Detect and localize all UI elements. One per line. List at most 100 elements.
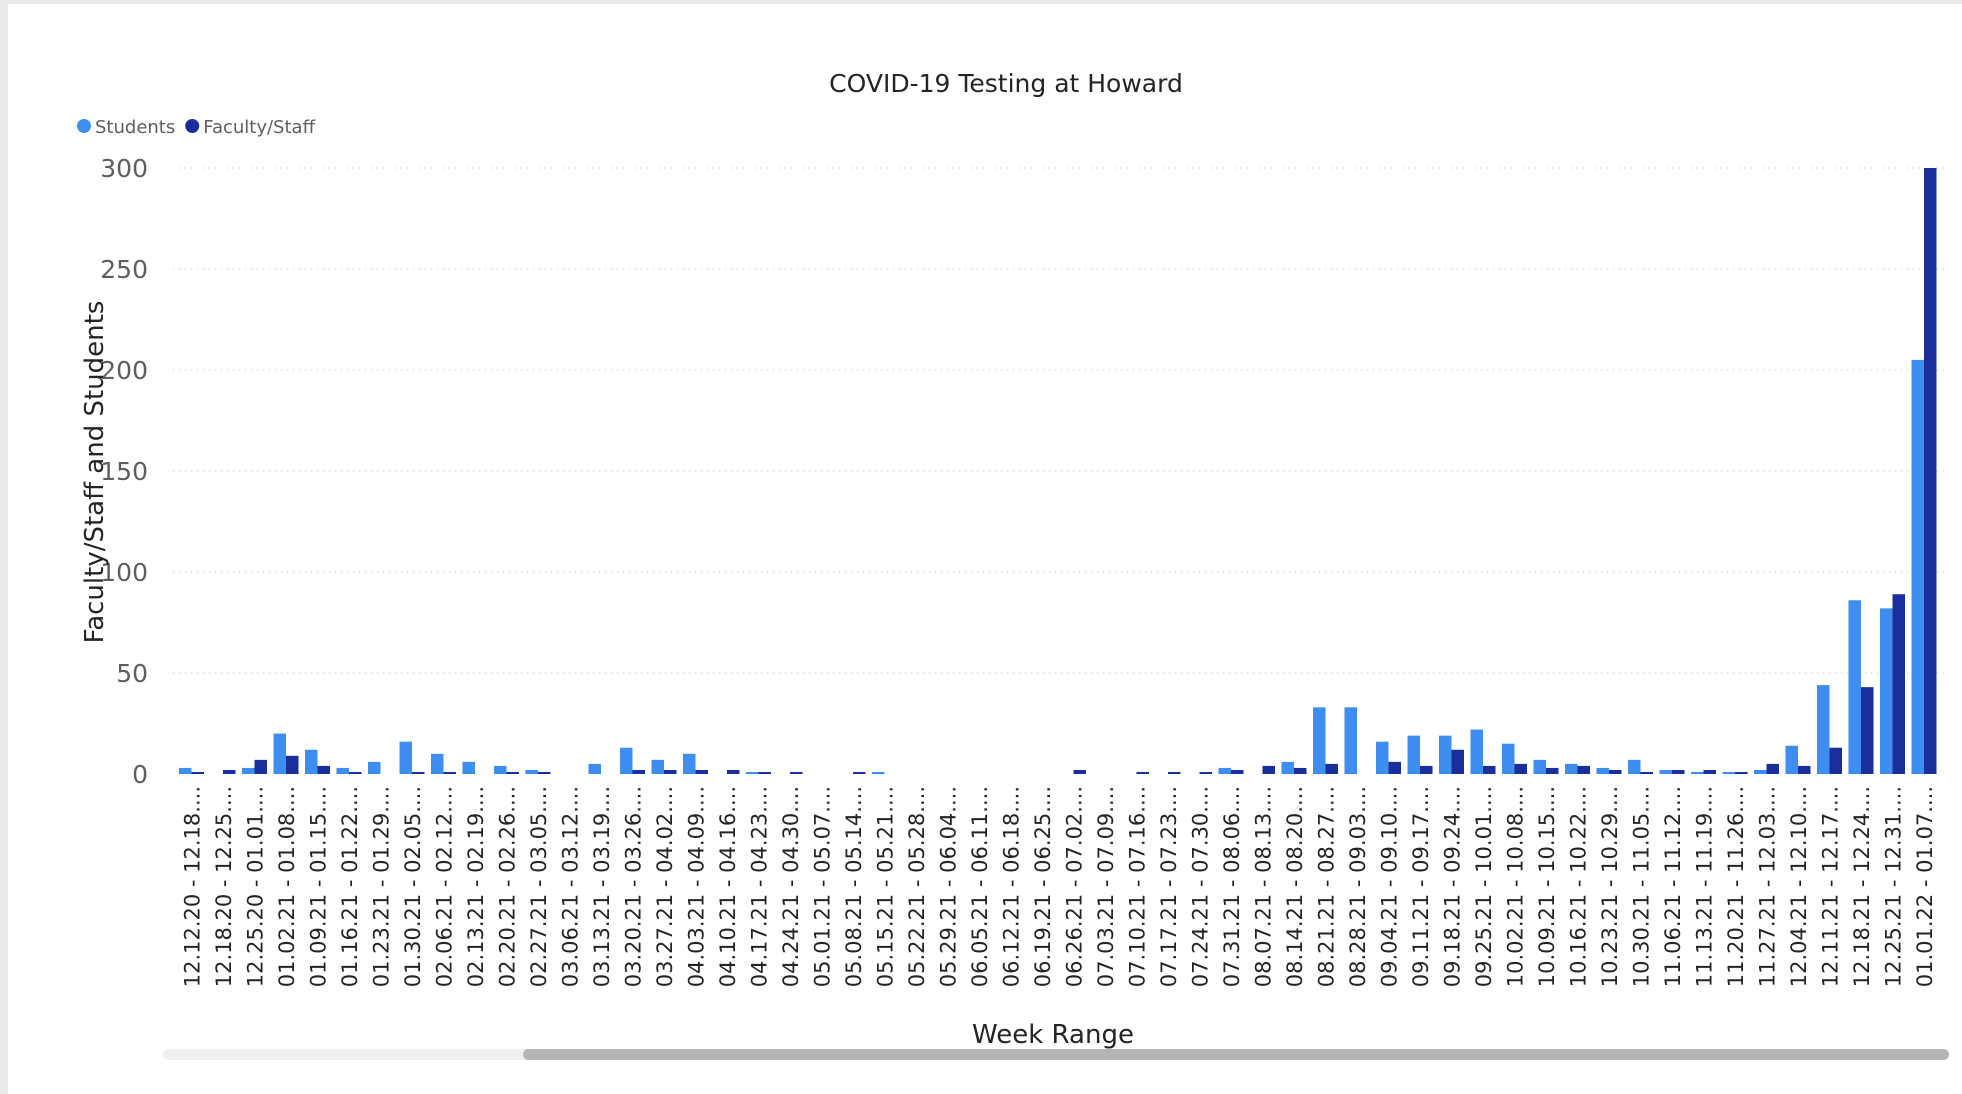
bar-faculty-staff[interactable]: Faculty/Staff 01.09.21 - 01.15....: 4 <box>317 765 331 774</box>
bar-students[interactable]: Students 10.09.21 - 10.15....: 7 <box>1533 759 1547 774</box>
bar-students[interactable]: Students 08.14.21 - 08.20....: 6 <box>1281 761 1295 774</box>
bar-faculty-staff[interactable]: Faculty/Staff 01.16.21 - 01.22....: 1 <box>349 771 362 774</box>
bar-students[interactable]: Students 10.23.21 - 10.29....: 3 <box>1596 767 1610 774</box>
bar-students[interactable]: Students 01.30.21 - 02.05....: 16 <box>399 741 413 774</box>
x-tick-label: 08.21.21 - 08.27.... <box>1315 786 1339 987</box>
bar-students[interactable]: Students 08.21.21 - 08.27....: 33 <box>1313 707 1326 774</box>
bar-faculty-staff[interactable]: Faculty/Staff 04.10.21 - 04.16....: 2 <box>727 769 740 774</box>
legend-label[interactable]: Faculty/Staff <box>203 117 315 138</box>
bar-students[interactable]: Students 09.04.21 - 09.10....: 16 <box>1376 741 1389 774</box>
bar-students[interactable]: Students 02.13.21 - 02.19....: 6 <box>462 761 476 774</box>
bar-faculty-staff[interactable]: Faculty/Staff 02.27.21 - 03.05....: 1 <box>538 771 551 774</box>
bar-faculty-staff[interactable]: Faculty/Staff 09.04.21 - 09.10....: 6 <box>1388 761 1402 774</box>
bar-students[interactable]: Students 01.16.21 - 01.22....: 3 <box>336 767 350 774</box>
bar-students[interactable]: Students 10.02.21 - 10.08....: 15 <box>1502 743 1515 774</box>
bar-students[interactable]: Students 07.31.21 - 08.06....: 3 <box>1218 767 1232 774</box>
bar-students[interactable]: Students 12.25.20 - 01.01....: 3 <box>242 767 255 774</box>
bar-faculty-staff[interactable]: Faculty/Staff 12.04.21 - 12.10....: 4 <box>1798 765 1811 774</box>
bar-students[interactable]: Students 03.13.21 - 03.19....: 5 <box>588 763 602 774</box>
bar-students[interactable]: Students 09.11.21 - 09.17....: 19 <box>1407 735 1421 774</box>
bar-faculty-staff[interactable]: Faculty/Staff 05.08.21 - 05.14....: 1 <box>853 771 866 774</box>
bar-faculty-staff[interactable]: Faculty/Staff 10.30.21 - 11.05....: 1 <box>1640 771 1654 774</box>
gridlines <box>173 167 1948 674</box>
bar-faculty-staff[interactable]: Faculty/Staff 08.21.21 - 08.27....: 5 <box>1325 763 1339 774</box>
bar-students[interactable]: Students 02.27.21 - 03.05....: 2 <box>525 769 539 774</box>
bar-students[interactable]: Students 12.04.21 - 12.10....: 14 <box>1785 745 1799 774</box>
bar-students[interactable]: Students 01.02.21 - 01.08....: 20 <box>273 733 287 774</box>
bar-faculty-staff[interactable]: Faculty/Staff 12.25.20 - 01.01....: 7 <box>254 759 268 774</box>
bar-students[interactable]: Students 02.20.21 - 02.26....: 4 <box>494 765 507 774</box>
x-tick-label: 07.31.21 - 08.06.... <box>1220 786 1244 987</box>
bar-students[interactable]: Students 12.18.21 - 12.24....: 86 <box>1848 600 1862 774</box>
bar-faculty-staff[interactable]: Faculty/Staff 12.18.21 - 12.24....: 43 <box>1861 687 1874 774</box>
x-tick-label: 11.20.21 - 11.26.... <box>1724 786 1748 987</box>
bar-faculty-staff[interactable]: Faculty/Staff 07.17.21 - 07.23....: 1 <box>1168 771 1181 774</box>
bar-faculty-staff[interactable]: Faculty/Staff 04.03.21 - 04.09....: 2 <box>695 769 709 774</box>
bar-students[interactable]: Students 12.12.20 - 12.18....: 3 <box>179 767 192 774</box>
bar-faculty-staff[interactable]: Faculty/Staff 09.11.21 - 09.17....: 4 <box>1420 765 1433 774</box>
bar-faculty-staff[interactable]: Faculty/Staff 12.18.20 - 12.25....: 2 <box>223 769 236 774</box>
x-tick-label: 03.13.21 - 03.19.... <box>590 786 614 987</box>
bar-faculty-staff[interactable]: Faculty/Staff 06.26.21 - 07.02....: 2 <box>1073 769 1087 774</box>
bar-students[interactable]: Students 05.15.21 - 05.21....: 1 <box>872 771 885 774</box>
bar-faculty-staff[interactable]: Faculty/Staff 10.02.21 - 10.08....: 5 <box>1514 763 1528 774</box>
bar-faculty-staff[interactable]: Faculty/Staff 11.06.21 - 11.12....: 2 <box>1672 769 1685 774</box>
bar-faculty-staff[interactable]: Faculty/Staff 07.24.21 - 07.30....: 1 <box>1199 771 1213 774</box>
bar-faculty-staff[interactable]: Faculty/Staff 11.20.21 - 11.26....: 1 <box>1735 771 1748 774</box>
bar-students[interactable]: Students 12.11.21 - 12.17....: 44 <box>1817 685 1830 774</box>
bar-faculty-staff[interactable]: Faculty/Staff 03.27.21 - 04.02....: 2 <box>664 769 677 774</box>
bar-students[interactable]: Students 09.25.21 - 10.01....: 22 <box>1470 729 1484 774</box>
bar-students[interactable]: Students 01.09.21 - 01.15....: 12 <box>305 749 318 774</box>
legend-marker <box>185 119 200 133</box>
bar-faculty-staff[interactable]: Faculty/Staff 07.10.21 - 07.16....: 1 <box>1136 771 1150 774</box>
bar-students[interactable]: Students 11.20.21 - 11.26....: 1 <box>1722 771 1736 774</box>
bar-faculty-staff[interactable]: Faculty/Staff 12.25.21 - 12.31....: 89 <box>1892 594 1906 774</box>
bar-students[interactable]: Students 08.28.21 - 09.03....: 33 <box>1344 707 1358 774</box>
bar-students[interactable]: Students 03.20.21 - 03.26....: 13 <box>620 747 633 774</box>
bar-students[interactable]: Students 10.16.21 - 10.22....: 5 <box>1565 763 1578 774</box>
bar-faculty-staff[interactable]: Faculty/Staff 04.24.21 - 04.30....: 1 <box>790 771 803 774</box>
bar-faculty-staff[interactable]: Faculty/Staff 03.20.21 - 03.26....: 2 <box>632 769 646 774</box>
x-tick-label: 09.18.21 - 09.24.... <box>1441 786 1465 987</box>
horizontal-scrollbar-thumb[interactable] <box>523 1049 1949 1060</box>
bar-faculty-staff[interactable]: Faculty/Staff 08.07.21 - 08.13....: 4 <box>1262 765 1276 774</box>
bar-students[interactable]: Students 04.03.21 - 04.09....: 10 <box>683 753 696 774</box>
x-tick-label: 01.01.22 - 01.07.... <box>1913 786 1937 987</box>
bar-faculty-staff[interactable]: Faculty/Staff 11.13.21 - 11.19....: 2 <box>1703 769 1717 774</box>
bar-faculty-staff[interactable]: Faculty/Staff 02.20.21 - 02.26....: 1 <box>506 771 520 774</box>
bar-students[interactable]: Students 02.06.21 - 02.12....: 10 <box>431 753 444 774</box>
bar-faculty-staff[interactable]: Faculty/Staff 01.01.22 - 01.07....: 300 <box>1924 168 1937 774</box>
x-tick-label: 01.09.21 - 01.15.... <box>307 786 331 987</box>
bar-faculty-staff[interactable]: Faculty/Staff 02.06.21 - 02.12....: 1 <box>443 771 457 774</box>
bar-students[interactable]: Students 10.30.21 - 11.05....: 7 <box>1628 759 1641 774</box>
legend-label[interactable]: Students <box>95 117 175 138</box>
bar-faculty-staff[interactable]: Faculty/Staff 07.31.21 - 08.06....: 2 <box>1231 769 1244 774</box>
bar-faculty-staff[interactable]: Faculty/Staff 04.17.21 - 04.23....: 1 <box>758 771 772 774</box>
bar-faculty-staff[interactable]: Faculty/Staff 10.16.21 - 10.22....: 4 <box>1577 765 1591 774</box>
x-tick-label: 05.22.21 - 05.28.... <box>905 786 929 987</box>
bar-students[interactable]: Students 01.23.21 - 01.29....: 6 <box>368 761 381 774</box>
bar-faculty-staff[interactable]: Faculty/Staff 01.02.21 - 01.08....: 9 <box>286 755 299 774</box>
bar-faculty-staff[interactable]: Faculty/Staff 08.14.21 - 08.20....: 3 <box>1294 767 1307 774</box>
bar-faculty-staff[interactable]: Faculty/Staff 10.09.21 - 10.15....: 3 <box>1546 767 1559 774</box>
bar-students[interactable]: Students 09.18.21 - 09.24....: 19 <box>1439 735 1452 774</box>
bar-faculty-staff[interactable]: Faculty/Staff 11.27.21 - 12.03....: 5 <box>1766 763 1780 774</box>
x-tick-label: 04.03.21 - 04.09.... <box>685 786 709 987</box>
bar-faculty-staff[interactable]: Faculty/Staff 12.12.20 - 12.18....: 1 <box>191 771 205 774</box>
bar-students[interactable]: Students 01.01.22 - 01.07....: 205 <box>1911 359 1925 774</box>
bar-faculty-staff[interactable]: Faculty/Staff 12.11.21 - 12.17....: 13 <box>1829 747 1843 774</box>
bars[interactable]: Students 12.12.20 - 12.18....: 3Faculty/… <box>179 168 1937 774</box>
bar-students[interactable]: Students 11.06.21 - 11.12....: 2 <box>1659 769 1673 774</box>
x-tick-label: 04.24.21 - 04.30.... <box>779 786 803 987</box>
bar-faculty-staff[interactable]: Faculty/Staff 09.18.21 - 09.24....: 12 <box>1451 749 1465 774</box>
bar-students[interactable]: Students 04.17.21 - 04.23....: 1 <box>746 771 759 774</box>
bar-students[interactable]: Students 11.13.21 - 11.19....: 1 <box>1691 771 1704 774</box>
bar-faculty-staff[interactable]: Faculty/Staff 09.25.21 - 10.01....: 4 <box>1483 765 1496 774</box>
bar-faculty-staff[interactable]: Faculty/Staff 10.23.21 - 10.29....: 2 <box>1609 769 1622 774</box>
bar-students[interactable]: Students 03.27.21 - 04.02....: 7 <box>651 759 665 774</box>
x-tick-label: 10.02.21 - 10.08.... <box>1504 786 1528 987</box>
bar-students[interactable]: Students 12.25.21 - 12.31....: 82 <box>1880 608 1893 774</box>
x-tick-label: 10.16.21 - 10.22.... <box>1567 786 1591 987</box>
bar-students[interactable]: Students 11.27.21 - 12.03....: 2 <box>1754 769 1767 774</box>
bar-faculty-staff[interactable]: Faculty/Staff 01.30.21 - 02.05....: 1 <box>412 771 425 774</box>
